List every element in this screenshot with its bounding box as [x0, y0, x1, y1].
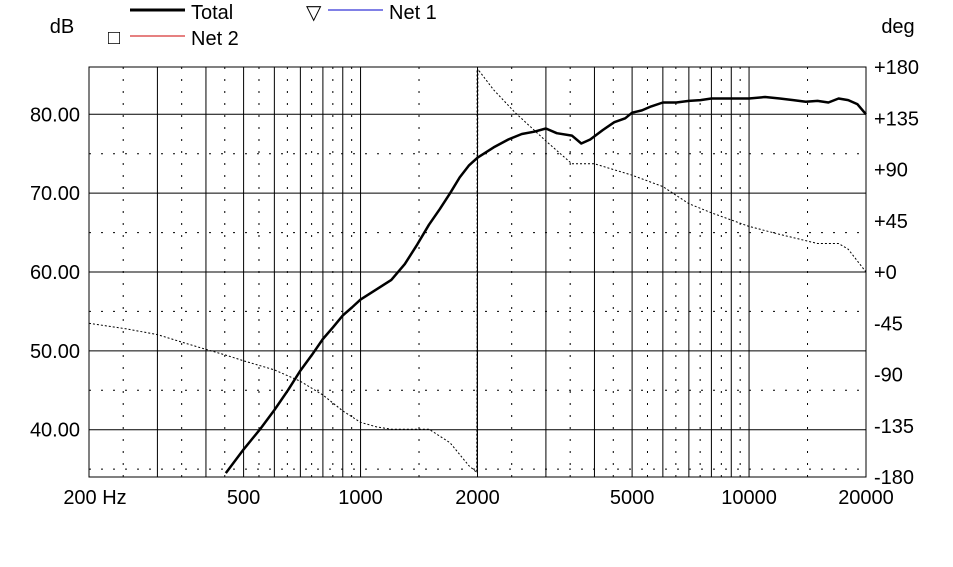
legend-net1-marker: ▽ [306, 2, 322, 24]
legend: Total ▽ Net 1 □ Net 2 [108, 2, 437, 50]
legend-total-label: Total [191, 2, 233, 24]
legend-net1-label: Net 1 [389, 2, 437, 24]
plot-frame [88, 66, 867, 478]
x-tick-label: 200 Hz [63, 487, 126, 509]
legend-net2-marker: □ [108, 27, 120, 49]
x-tick-label: 1000 [338, 487, 383, 509]
y-tick-label: 50.00 [30, 341, 80, 363]
y2-tick-label: +0 [874, 262, 897, 284]
y-tick-label: 60.00 [30, 262, 80, 284]
y-tick-label: 70.00 [30, 183, 80, 205]
legend-net2-label: Net 2 [191, 28, 239, 50]
x-tick-label: 10000 [721, 487, 777, 509]
y2-tick-label: +180 [874, 57, 919, 79]
y-tick-label: 80.00 [30, 104, 80, 126]
phase-line [88, 68, 867, 473]
x-tick-label: 20000 [838, 487, 894, 509]
y-axis-label: dB [50, 16, 74, 38]
y2-tick-label: +90 [874, 160, 908, 182]
series-layer [88, 68, 867, 474]
y2-tick-label: -180 [874, 467, 914, 489]
y2-tick-label: -90 [874, 365, 903, 387]
y2-tick-label: -45 [874, 313, 903, 335]
y2-tick-label: +135 [874, 108, 919, 130]
y2-axis-label: deg [881, 16, 914, 38]
labels-layer: 200 Hz 500 1000 2000 5000 10000 20000 80.00 70.0… [30, 57, 919, 509]
y2-tick-label: +45 [874, 211, 908, 233]
x-tick-label: 2000 [455, 487, 500, 509]
x-tick-label: 5000 [610, 487, 655, 509]
y2-tick-label: -135 [874, 416, 914, 438]
y-tick-label: 40.00 [30, 420, 80, 442]
total-response-line [224, 95, 867, 474]
x-tick-label: 500 [227, 487, 260, 509]
